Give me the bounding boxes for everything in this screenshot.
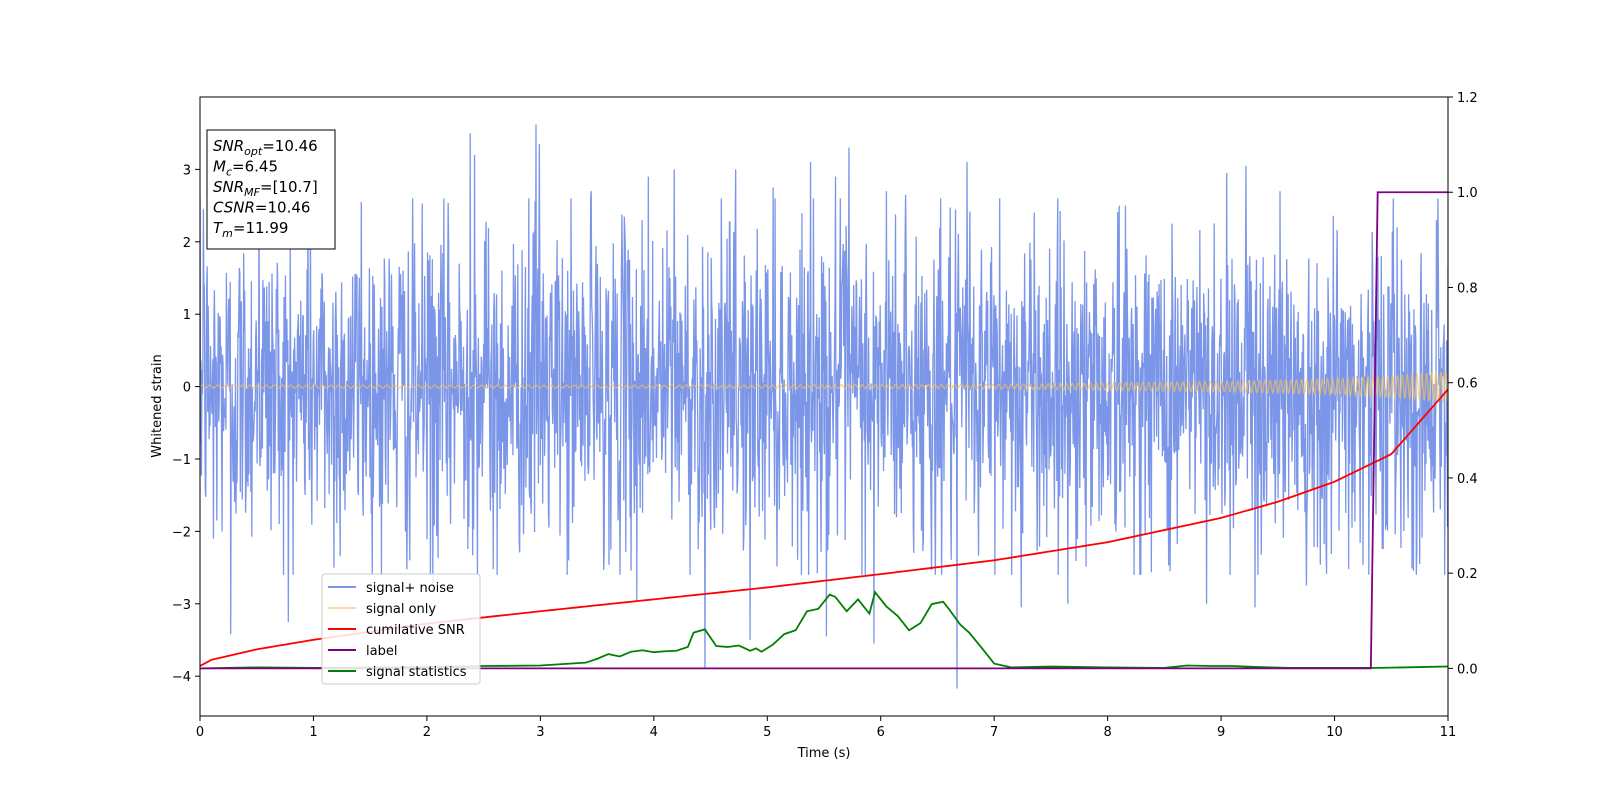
x-tick-label: 7 [990, 725, 998, 740]
x-tick-label: 4 [650, 725, 658, 740]
y-tick-label: 3 [183, 163, 191, 178]
legend: signal+ noise signal only cumilative SNR la… [321, 573, 481, 685]
signal-only-series [200, 370, 1448, 403]
y2-tick-label: 0.8 [1457, 281, 1478, 296]
annotation-line: Tm=11.99 [213, 219, 288, 240]
y-tick-label: 2 [183, 236, 191, 251]
annotation-line: Mc=6.45 [213, 158, 278, 179]
y2-tick-label: 1.2 [1457, 91, 1478, 106]
annotation-line: SNRMF=[10.7] [213, 178, 318, 199]
y2-tick-label: 0.6 [1457, 377, 1478, 392]
y-tick-label: −4 [172, 670, 191, 685]
annotation-box: SNRopt=10.46Mc=6.45SNRMF=[10.7]CSNR=10.4… [206, 129, 336, 250]
plot-frame [199, 96, 1449, 717]
y2-tick-label: 0.2 [1457, 567, 1478, 582]
y-tick-label: 0 [183, 381, 191, 396]
legend-label: cumilative SNR [366, 623, 465, 638]
signal-plus-noise-line [200, 124, 1448, 689]
annotation-line: SNRopt=10.46 [213, 137, 318, 158]
y2-tick-label: 0.0 [1457, 662, 1478, 677]
y-axis-right: 0.0 0.2 0.4 0.6 0.8 1.0 1.2 [1448, 91, 1478, 677]
legend-label: label [366, 644, 397, 659]
x-tick-label: 3 [536, 725, 544, 740]
x-tick-label: 11 [1440, 725, 1457, 740]
x-tick-label: 10 [1326, 725, 1343, 740]
x-tick-label: 6 [877, 725, 885, 740]
x-tick-label: 0 [196, 725, 204, 740]
x-tick-label: 1 [309, 725, 317, 740]
legend-frame [321, 573, 481, 685]
legend-label: signal+ noise [366, 581, 454, 596]
y-tick-label: −3 [172, 598, 191, 613]
legend-label: signal only [366, 602, 436, 617]
label-line [200, 191, 1448, 670]
y-tick-label: −2 [172, 525, 191, 540]
y-axis-label: Whitened strain [150, 354, 165, 457]
y-tick-label: −1 [172, 453, 191, 468]
x-tick-label: 9 [1217, 725, 1225, 740]
x-tick-label: 2 [423, 725, 431, 740]
signal-plus-noise-series [200, 124, 1448, 689]
x-axis-label: Time (s) [797, 746, 851, 761]
y-tick-label: 1 [183, 308, 191, 323]
x-tick-label: 8 [1103, 725, 1111, 740]
annotation-line: CSNR=10.46 [213, 199, 310, 217]
x-axis: 0 1 2 3 4 5 6 7 8 9 10 11 [196, 716, 1456, 740]
y-axis-left: −4 −3 −2 −1 0 1 2 3 [172, 163, 200, 685]
legend-label: signal statistics [366, 665, 467, 680]
annotation-frame [206, 129, 336, 250]
y2-tick-label: 0.4 [1457, 472, 1478, 487]
signal-only-line [200, 370, 1448, 403]
x-tick-label: 5 [763, 725, 771, 740]
y2-tick-label: 1.0 [1457, 186, 1478, 201]
